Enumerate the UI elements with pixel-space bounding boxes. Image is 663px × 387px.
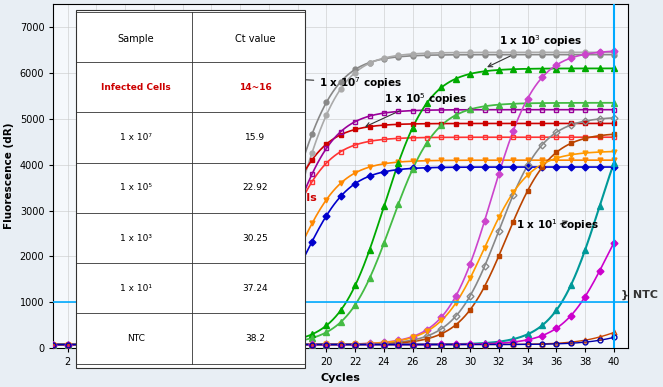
Text: 1 x 10¹: 1 x 10¹	[120, 284, 152, 293]
Text: 1 x 10$^7$ copies: 1 x 10$^7$ copies	[270, 75, 402, 91]
Text: 1 x 10⁵: 1 x 10⁵	[120, 183, 152, 192]
Text: 15.9: 15.9	[245, 133, 265, 142]
Text: 1 x 10$^1$ copies: 1 x 10$^1$ copies	[516, 217, 599, 233]
Text: 1 x 10$^5$ copies: 1 x 10$^5$ copies	[366, 91, 467, 127]
Text: 1 x 10⁷: 1 x 10⁷	[120, 133, 152, 142]
Text: 14~16: 14~16	[239, 82, 272, 92]
X-axis label: Cycles: Cycles	[321, 373, 361, 383]
Text: NTC: NTC	[127, 334, 145, 343]
Text: 37.24: 37.24	[243, 284, 268, 293]
Text: Infected cells: Infected cells	[233, 194, 317, 235]
Text: } NTC: } NTC	[621, 290, 658, 300]
Text: Ct value: Ct value	[235, 34, 276, 44]
Text: 22.92: 22.92	[243, 183, 268, 192]
Text: 30.25: 30.25	[243, 233, 268, 243]
Text: Sample: Sample	[117, 34, 154, 44]
Text: 1 x 10³: 1 x 10³	[120, 233, 152, 243]
Y-axis label: Fluorescence (dR): Fluorescence (dR)	[4, 123, 14, 229]
Text: 1 x 10$^3$ copies: 1 x 10$^3$ copies	[488, 34, 582, 67]
Text: 38.2: 38.2	[245, 334, 265, 343]
Text: Infected Cells: Infected Cells	[101, 82, 171, 92]
